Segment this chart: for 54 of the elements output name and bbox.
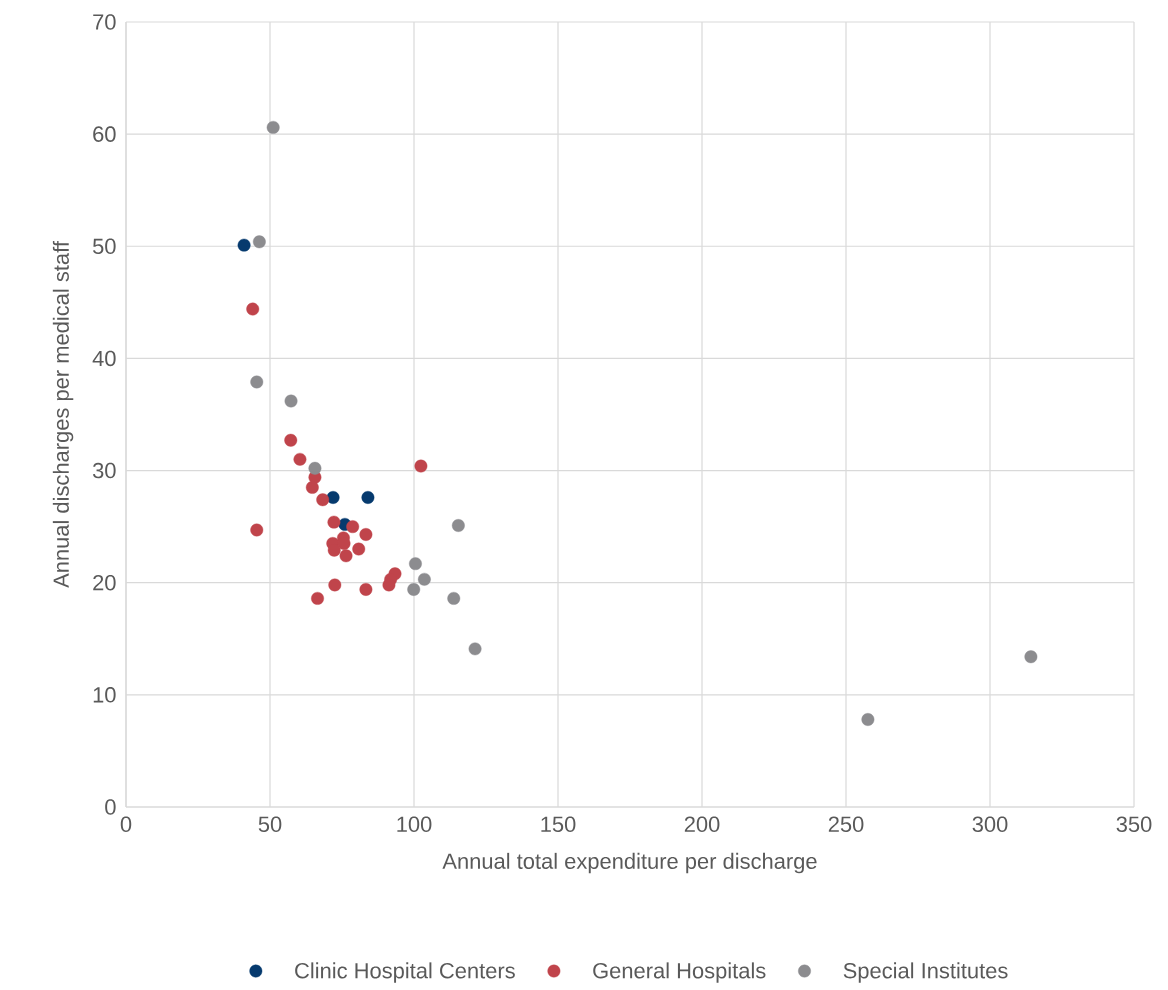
point xyxy=(409,557,422,571)
x-tick-label: 50 xyxy=(258,816,282,833)
point xyxy=(284,433,298,447)
y-tick-label: 10 xyxy=(93,687,116,703)
point xyxy=(250,523,264,537)
point xyxy=(359,583,373,596)
point xyxy=(414,459,428,473)
legend-label: Special Institutes xyxy=(843,962,1008,983)
y-tick-label: 30 xyxy=(92,462,116,479)
legend-label: Clinic Hospital Centers xyxy=(295,962,515,983)
point xyxy=(361,491,375,504)
x-tick-label: 100 xyxy=(397,816,432,833)
point xyxy=(284,394,298,408)
point xyxy=(417,572,431,586)
point xyxy=(305,480,319,494)
point xyxy=(468,642,482,656)
point xyxy=(339,549,353,563)
point xyxy=(316,493,330,507)
point xyxy=(252,235,266,249)
point xyxy=(861,713,875,726)
point xyxy=(382,578,396,592)
y-tick-label: 40 xyxy=(92,350,116,367)
point xyxy=(352,542,366,556)
point xyxy=(328,578,342,592)
point xyxy=(326,491,340,504)
point xyxy=(308,461,322,475)
x-tick-label: 350 xyxy=(1116,816,1152,833)
point xyxy=(311,592,324,605)
point xyxy=(359,528,373,541)
y-tick-label: 50 xyxy=(92,238,116,255)
point xyxy=(237,238,251,252)
point xyxy=(327,515,341,529)
point xyxy=(250,375,264,389)
point xyxy=(407,583,421,596)
point xyxy=(451,519,465,532)
x-tick-label: 250 xyxy=(828,816,864,833)
point xyxy=(1024,650,1038,664)
x-axis-title: Annual total expenditure per discharge xyxy=(442,852,817,874)
x-tick-label: 300 xyxy=(972,816,1008,833)
y-tick-label: 70 xyxy=(93,14,116,30)
point xyxy=(266,121,280,134)
x-tick-label: 150 xyxy=(541,816,576,833)
x-tick-label: 0 xyxy=(120,816,132,833)
y-tick-label: 0 xyxy=(105,799,116,815)
point xyxy=(293,452,307,466)
point xyxy=(447,592,461,605)
point xyxy=(346,520,360,534)
legend-label: General Hospitals xyxy=(593,962,766,983)
point xyxy=(246,302,260,316)
y-axis-title: Annual discharges per medical staff xyxy=(52,241,74,588)
point xyxy=(337,537,351,550)
x-tick-label: 200 xyxy=(684,816,720,833)
y-tick-label: 60 xyxy=(93,126,116,142)
y-tick-label: 20 xyxy=(93,574,116,591)
